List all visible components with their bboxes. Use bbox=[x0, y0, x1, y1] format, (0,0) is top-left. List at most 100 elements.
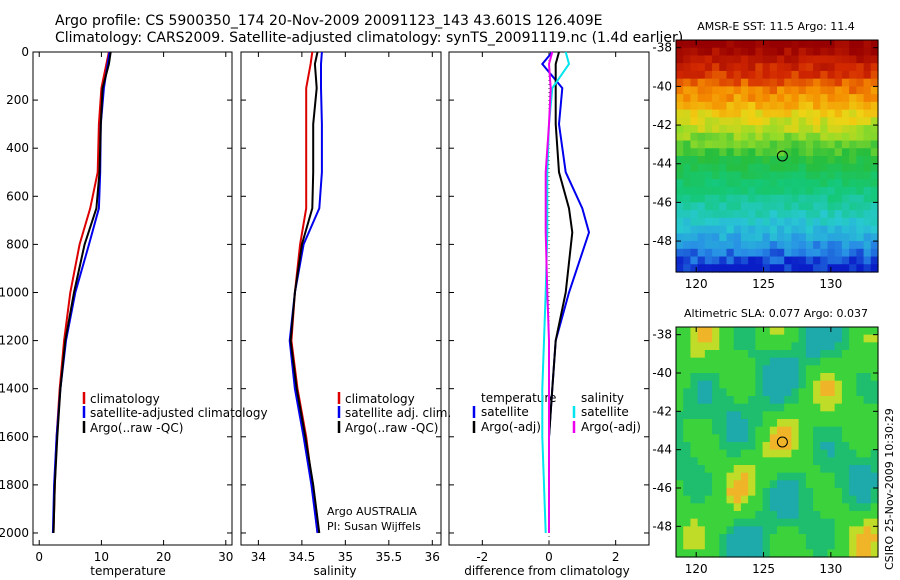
map-cell bbox=[726, 217, 735, 227]
map-cell bbox=[805, 194, 814, 203]
map-cell bbox=[704, 117, 713, 126]
map-cell bbox=[719, 327, 728, 336]
map-cell bbox=[719, 396, 728, 405]
map-cell bbox=[769, 442, 778, 451]
map-cell bbox=[726, 225, 735, 234]
map-cell bbox=[834, 472, 843, 481]
map-cell bbox=[762, 396, 771, 405]
map-cell bbox=[849, 186, 857, 196]
map-cell bbox=[841, 442, 850, 451]
map-cell bbox=[748, 171, 756, 180]
map-cell bbox=[740, 465, 749, 474]
map-cell bbox=[856, 248, 865, 258]
map-cell bbox=[704, 241, 713, 250]
map-cell bbox=[755, 40, 764, 49]
map-cell bbox=[870, 357, 879, 366]
map-cell bbox=[841, 148, 850, 157]
map-cell bbox=[676, 40, 684, 49]
map-cell bbox=[762, 495, 771, 504]
map-cell bbox=[791, 411, 800, 420]
map-cell bbox=[856, 342, 865, 351]
map-cell bbox=[863, 78, 872, 87]
map-cell bbox=[683, 186, 692, 196]
map-cell bbox=[834, 480, 843, 489]
map-cell bbox=[827, 210, 836, 219]
map-cell bbox=[863, 40, 872, 49]
map-cell bbox=[805, 117, 814, 126]
map-cell bbox=[769, 117, 778, 126]
map-cell bbox=[870, 495, 879, 504]
map-cell bbox=[690, 125, 699, 134]
map-cell bbox=[834, 541, 843, 550]
map-cell bbox=[827, 488, 836, 497]
map-cell bbox=[820, 457, 829, 466]
map-cell bbox=[834, 78, 843, 87]
map-cell bbox=[683, 225, 692, 234]
map-cell bbox=[704, 449, 713, 458]
map-cell bbox=[719, 526, 728, 535]
map-cell bbox=[863, 342, 872, 351]
map-cell bbox=[870, 194, 879, 203]
map-cell bbox=[813, 480, 821, 489]
map-cell bbox=[704, 488, 713, 497]
map-cell bbox=[748, 125, 756, 134]
map-cell bbox=[712, 457, 720, 466]
map-cell bbox=[704, 495, 713, 504]
map-cell bbox=[791, 117, 800, 126]
map-cell bbox=[704, 40, 713, 49]
map-cell bbox=[870, 78, 879, 87]
map-cell bbox=[740, 86, 749, 95]
map-cell bbox=[784, 140, 793, 149]
map-cell bbox=[683, 518, 692, 527]
map-cell bbox=[784, 503, 793, 512]
map-cell bbox=[733, 526, 742, 535]
map-cell bbox=[769, 403, 778, 412]
map-cell bbox=[827, 503, 836, 512]
map-cell bbox=[719, 186, 728, 196]
map-cell bbox=[726, 101, 735, 111]
map-cell bbox=[784, 256, 793, 265]
map-cell bbox=[740, 186, 749, 196]
map-cell bbox=[726, 63, 735, 72]
map-cell bbox=[740, 179, 749, 188]
y-tick-label: -46 bbox=[652, 481, 672, 495]
map-cell bbox=[712, 125, 720, 134]
map-cell bbox=[777, 534, 785, 543]
map-cell bbox=[755, 210, 764, 219]
map-cell bbox=[748, 495, 756, 504]
map-cell bbox=[755, 403, 764, 412]
map-cell bbox=[849, 241, 857, 250]
map-cell bbox=[805, 426, 814, 435]
map-cell bbox=[697, 357, 706, 366]
map-cell bbox=[683, 163, 692, 173]
map-cell bbox=[777, 388, 785, 397]
map-cell bbox=[733, 210, 742, 219]
map-cell bbox=[791, 202, 800, 211]
map-cell bbox=[740, 264, 749, 273]
map-cell bbox=[798, 549, 807, 558]
map-cell bbox=[704, 256, 713, 265]
x-tick-label: 36 bbox=[425, 550, 440, 564]
map-cell bbox=[748, 148, 756, 157]
map-cell bbox=[740, 357, 749, 366]
map-cell bbox=[690, 163, 699, 173]
map-cell bbox=[820, 101, 829, 111]
map-cell bbox=[726, 47, 735, 57]
map-cell bbox=[748, 396, 756, 405]
map-cell bbox=[841, 70, 850, 80]
map-cell bbox=[856, 109, 865, 118]
map-cell bbox=[762, 434, 771, 443]
map-cell bbox=[755, 264, 764, 273]
map-cell bbox=[697, 210, 706, 219]
map-cell bbox=[856, 449, 865, 458]
map-cell bbox=[712, 86, 720, 95]
map-cell bbox=[863, 472, 872, 481]
map-cell bbox=[712, 518, 720, 527]
map-cell bbox=[712, 403, 720, 412]
map-cell bbox=[870, 380, 879, 389]
map-cell bbox=[777, 380, 785, 389]
map-cell bbox=[820, 171, 829, 180]
map-cell bbox=[777, 426, 785, 435]
map-cell bbox=[870, 327, 879, 336]
